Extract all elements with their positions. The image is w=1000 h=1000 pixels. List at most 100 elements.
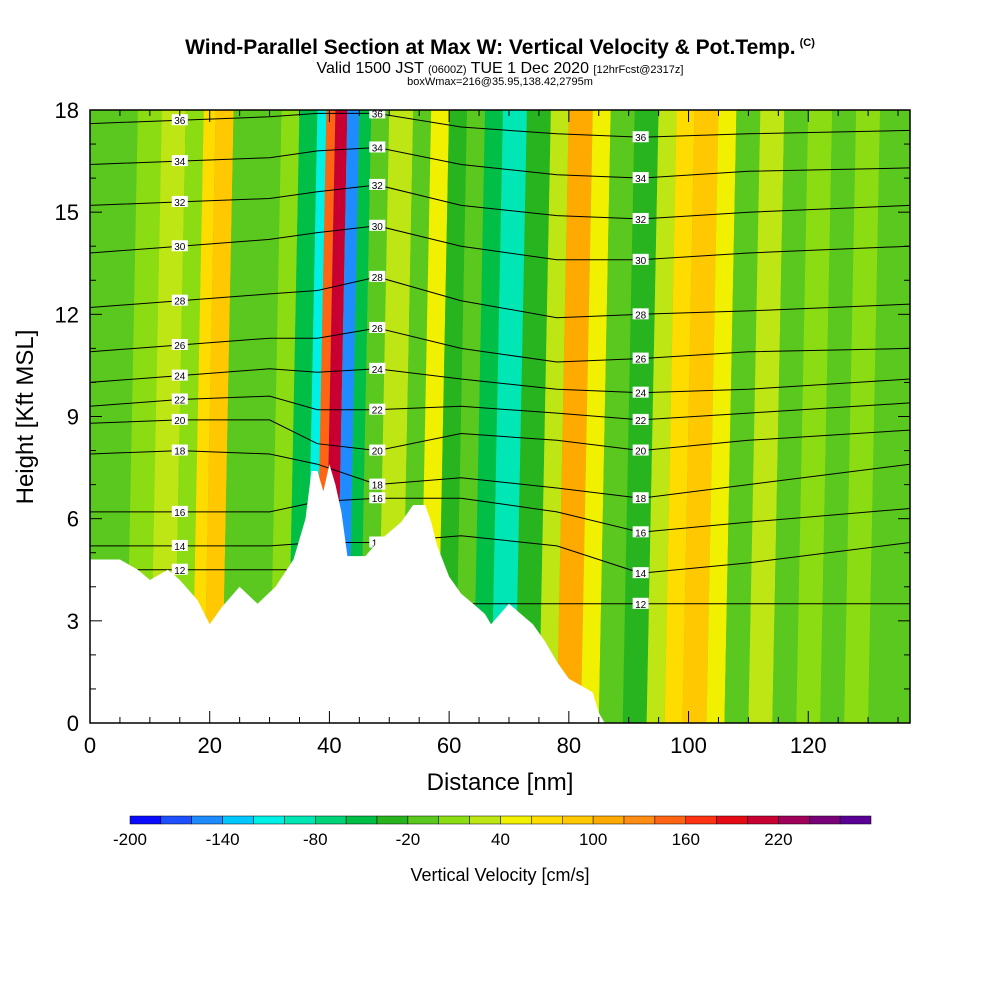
contour-label-bg (369, 321, 386, 333)
contour-label-bg (632, 131, 649, 143)
contour-label: 26 (372, 324, 384, 335)
contour-label: 22 (372, 406, 384, 417)
contour-label: 16 (174, 508, 186, 519)
x-tick-label: 120 (790, 733, 827, 758)
contour-label: 20 (372, 447, 384, 458)
contour-label: 28 (372, 273, 384, 284)
contour-label: 12 (635, 600, 647, 611)
terrain (90, 464, 605, 723)
contour-label-bg (171, 539, 188, 551)
x-tick-label: 100 (670, 733, 707, 758)
contour-label-bg (632, 212, 649, 224)
contour-label-bg (632, 386, 649, 398)
x-axis-label: Distance [nm] (427, 769, 574, 796)
chart-subtitle: Valid 1500 JST (0600Z) TUE 1 Dec 2020 [1… (0, 60, 1000, 78)
contour-label-bg (369, 362, 386, 374)
box-info: boxWmax=216@35.95,138.42,2795m (407, 76, 593, 88)
colorbar-tick-label: -80 (303, 830, 328, 849)
x-tick-label: 80 (557, 733, 581, 758)
colorbar-tick-label: -20 (396, 830, 421, 849)
contour-label-bg (171, 338, 188, 350)
valid-time: Valid 1500 JST (316, 60, 424, 77)
y-tick-label: 18 (55, 98, 79, 123)
colorbar-swatch (778, 815, 810, 825)
colorbar-tick-label: 220 (764, 830, 792, 849)
contour-label-bg (369, 141, 386, 153)
contour-label: 24 (174, 372, 186, 383)
contour-label-bg (369, 270, 386, 282)
x-tick-label: 60 (437, 733, 461, 758)
contour-label: 30 (635, 256, 647, 267)
contour-label: 28 (635, 310, 647, 321)
theta-contour (90, 450, 910, 499)
colorbar-swatch (592, 815, 625, 825)
contour-label-bg (632, 308, 649, 320)
contour-label: 14 (635, 569, 647, 580)
contour-label-bg (369, 478, 386, 490)
contour-label-bg (369, 444, 386, 456)
velocity-band (556, 110, 593, 723)
contour-label-bg (171, 294, 188, 306)
contour-label-bg (171, 195, 188, 207)
contour-label: 16 (635, 528, 647, 539)
theta-contour (90, 419, 910, 452)
contour-label-bg (632, 492, 649, 504)
theta-contour (90, 112, 910, 138)
contour-label: 24 (635, 389, 647, 400)
y-tick-label: 0 (67, 711, 79, 736)
velocity-band (491, 110, 527, 723)
contour-label: 32 (635, 215, 647, 226)
contour-label-bg (369, 536, 386, 548)
contour-label: 16 (372, 494, 384, 505)
velocity-band (724, 110, 761, 723)
theta-contour (90, 146, 910, 179)
colorbar-swatch (809, 815, 841, 825)
colorbar-swatch (685, 815, 717, 825)
colorbar-swatch (345, 815, 378, 825)
colorbar-label: Vertical Velocity [cm/s] (410, 865, 589, 885)
velocity-band (646, 110, 677, 723)
y-tick-label: 15 (55, 200, 79, 225)
contour-label: 14 (174, 542, 186, 553)
valid-date: TUE 1 Dec 2020 (470, 60, 589, 77)
theta-contour (90, 225, 910, 261)
colorbar-swatch (315, 815, 347, 825)
contour-label: 18 (372, 481, 384, 492)
x-tick-label: 0 (84, 733, 96, 758)
contour-label: 20 (635, 447, 647, 458)
contour-label: 34 (372, 143, 384, 154)
contour-label: 18 (174, 447, 186, 458)
contour-label: 32 (372, 181, 384, 192)
x-tick-label: 20 (197, 733, 221, 758)
velocity-band (538, 110, 569, 723)
contour-label: 22 (174, 395, 186, 406)
contour-label: 26 (174, 341, 186, 352)
contour-label: 32 (174, 198, 186, 209)
theta-contour (90, 184, 910, 220)
velocity-band (844, 110, 881, 723)
contour-label: 30 (174, 242, 186, 253)
theta-contour (90, 327, 910, 363)
contour-label-bg (632, 352, 649, 364)
colorbar-swatch (222, 815, 254, 825)
y-tick-label: 3 (67, 609, 79, 634)
colorbar-swatch (623, 815, 656, 825)
contour-label-bg (171, 563, 188, 575)
contour-label-bg (369, 110, 386, 119)
contour-label-bg (171, 413, 188, 425)
velocity-band (706, 110, 737, 723)
contour-label-bg (171, 393, 188, 405)
colorbar-tick-label: 40 (491, 830, 510, 849)
velocity-band (598, 110, 635, 723)
contour-label: 24 (372, 365, 384, 376)
contour-label: 28 (174, 297, 186, 308)
contour-label-bg (171, 155, 188, 167)
copyright-mark: (C) (799, 37, 815, 49)
colorbar-swatch (160, 815, 192, 825)
plot-area: 1212121414141616161818182020202222222424… (90, 110, 910, 723)
colorbar-swatch (716, 815, 748, 825)
contour-label-bg (171, 369, 188, 381)
x-tick-label: 40 (317, 733, 341, 758)
